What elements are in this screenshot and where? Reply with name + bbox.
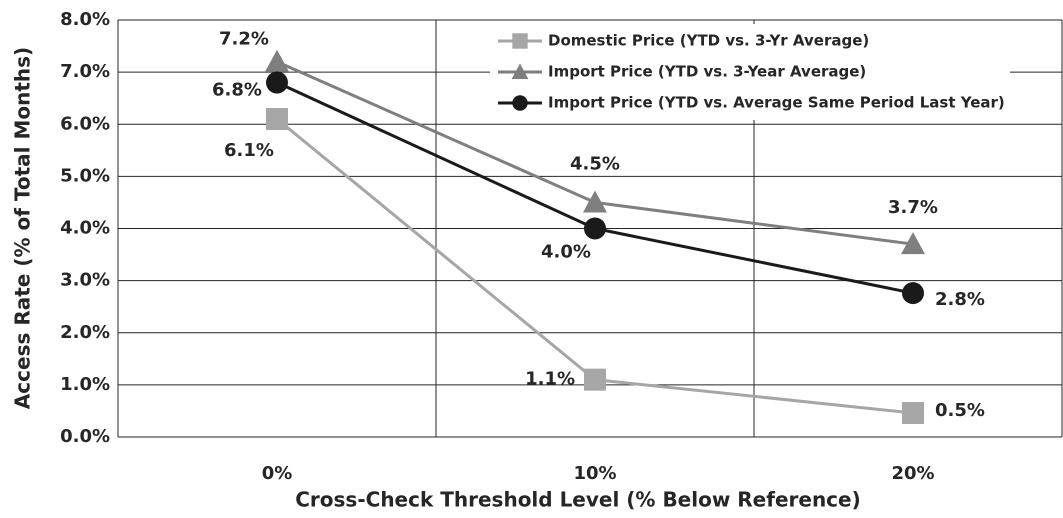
x-tick-label: 20% [891,463,934,484]
y-tick-label: 6.0% [60,113,110,134]
legend-marker [511,63,529,79]
data-label: 4.5% [570,153,620,174]
data-label: 6.1% [224,140,274,161]
data-label: 1.1% [525,369,575,390]
legend-label: Import Price (YTD vs. Average Same Perio… [548,94,1005,112]
data-label: 0.5% [935,400,985,421]
data-label: 6.8% [212,80,262,101]
y-tick-label: 4.0% [60,218,110,239]
legend-marker [512,95,528,111]
legend-marker [512,33,528,49]
data-point [901,232,925,255]
data-point [583,190,607,213]
x-tick-label: 0% [262,463,293,484]
y-tick-label: 1.0% [60,374,110,395]
data-point [584,368,606,391]
y-tick-label: 0.0% [60,426,110,447]
y-tick-label: 7.0% [60,61,110,82]
data-point [902,282,924,305]
data-point [584,217,606,240]
y-axis-title: Access Rate (% of Total Months) [11,47,35,409]
x-tick-label: 10% [573,463,616,484]
legend-box [490,24,1010,120]
data-label: 2.8% [935,289,985,310]
data-label: 3.7% [888,197,938,218]
y-tick-label: 2.0% [60,322,110,343]
legend-label: Import Price (YTD vs. 3-Year Average) [548,63,866,81]
y-tick-label: 5.0% [60,165,110,186]
data-point [266,108,288,131]
legend: Domestic Price (YTD vs. 3-Yr Average) Imp… [490,24,1010,120]
x-axis-title: Cross-Check Threshold Level (% Below Ref… [295,488,861,512]
data-point [266,71,288,94]
legend-label: Domestic Price (YTD vs. 3-Yr Average) [548,32,869,50]
y-tick-label: 3.0% [60,270,110,291]
data-point [265,49,289,72]
data-label: 7.2% [219,29,269,50]
data-label: 4.0% [541,242,591,263]
y-tick-label: 8.0% [60,9,110,30]
data-point [902,402,924,425]
